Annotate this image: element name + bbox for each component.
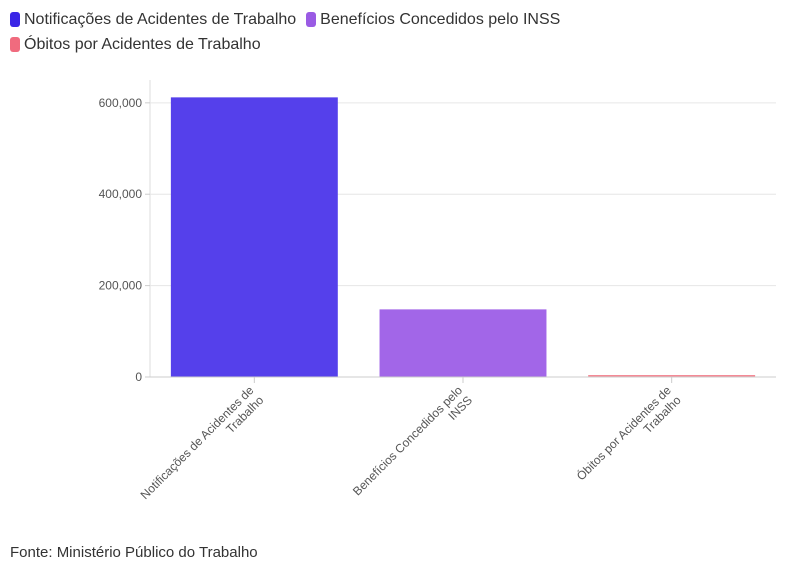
legend-label-beneficios: Benefícios Concedidos pelo INSS bbox=[320, 11, 561, 28]
legend-item-obitos[interactable]: Óbitos por Acidentes de Trabalho bbox=[10, 35, 261, 54]
y-tick-label: 0 bbox=[135, 370, 142, 384]
legend-label-obitos: Óbitos por Acidentes de Trabalho bbox=[24, 36, 261, 53]
y-tick-label: 200,000 bbox=[99, 279, 143, 293]
legend-swatch-beneficios bbox=[306, 12, 317, 27]
legend-swatch-notificacoes bbox=[10, 12, 20, 27]
y-tick-label: 400,000 bbox=[99, 187, 143, 201]
chart-legend: Notificações de Acidentes de Trabalho Be… bbox=[10, 10, 710, 54]
bar-beneficios-concedidos-pelo-inss bbox=[379, 309, 547, 377]
bar-obitos-por-acidentes-de-trabalho bbox=[588, 375, 756, 377]
y-tick-label: 600,000 bbox=[99, 96, 143, 110]
legend-swatch-obitos bbox=[10, 37, 20, 52]
x-tick-label-obitos-por-acidentes-de-trabalho: Óbitos por Acidentes deTrabalho bbox=[573, 382, 684, 493]
x-tick-label-notificacoes-de-acidentes-de-trabalho: Notificações de Acidentes deTrabalho bbox=[138, 383, 267, 512]
legend-item-beneficios[interactable]: Benefícios Concedidos pelo INSS bbox=[306, 10, 560, 29]
bar-chart: 0 200,000 400,000 600,000 Notificações de Ac… bbox=[99, 80, 776, 512]
legend-item-notificacoes[interactable]: Notificações de Acidentes de Trabalho bbox=[10, 10, 296, 29]
legend-label-notificacoes: Notificações de Acidentes de Trabalho bbox=[24, 11, 297, 28]
x-tick-label-beneficios-concedidos-pelo-inss: Benefícios Concedidos peloINSS bbox=[350, 383, 475, 508]
bar-notificacoes-de-acidentes-de-trabalho bbox=[170, 97, 338, 378]
source-note: Fonte: Ministério Público do Trabalho bbox=[10, 544, 258, 561]
